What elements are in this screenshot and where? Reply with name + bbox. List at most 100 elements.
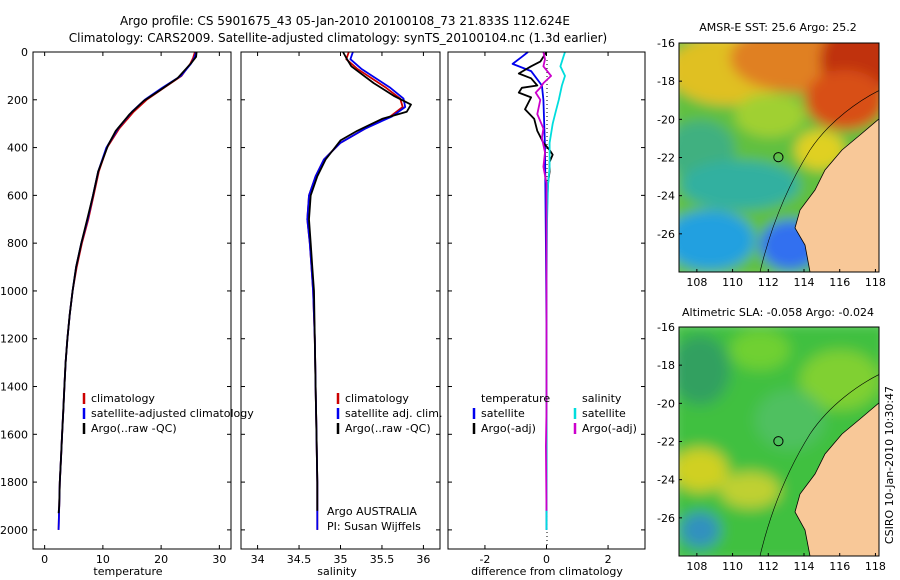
legend-label-temp-satellite: satellite <box>481 407 525 420</box>
legend-label-temp-argo: Argo(-adj) <box>481 422 536 435</box>
sst-isobath <box>759 90 879 272</box>
sst-map-panel: AMSR-E SST: 25.6 Argo: 25.2 108 110 112 114… <box>657 21 886 289</box>
x-tick-label: 35.5 <box>370 553 395 566</box>
difference-series <box>511 51 566 530</box>
map-x-tick-label: 116 <box>829 276 850 289</box>
salinity-ticks: 34 34.5 35 35.5 36 <box>241 51 440 566</box>
temperature-xlabel: temperature <box>93 565 162 578</box>
figure-title-line1: Argo profile: CS 5901675_43 05-Jan-2010 … <box>120 14 570 28</box>
y-tick-label: 800 <box>7 237 28 250</box>
y-tick-label: 2000 <box>0 524 28 537</box>
sst-field <box>679 43 879 272</box>
x-tick-label: 36 <box>416 553 430 566</box>
x-tick-label: 0 <box>543 553 550 566</box>
sst-map-title: AMSR-E SST: 25.6 Argo: 25.2 <box>699 21 857 34</box>
x-tick-label: -2 <box>479 553 490 566</box>
x-tick-label: 34 <box>251 553 265 566</box>
y-tick-label: 600 <box>7 189 28 202</box>
sla-ticks: 108 110 112 114 116 118 -16 -18 -20 -22 -24 -26 <box>657 321 886 573</box>
series-line-salinity-satellite <box>545 51 566 530</box>
difference-panel: -2 0 2 difference from climatology tempera… <box>447 51 646 578</box>
map-y-tick-label: -16 <box>657 321 675 334</box>
map-x-tick-label: 110 <box>722 276 743 289</box>
series-line-climatology <box>57 51 196 530</box>
x-tick-label: 2 <box>605 553 612 566</box>
temperature-legend: climatology satellite-adjusted climatolo… <box>82 392 254 435</box>
map-x-tick-label: 114 <box>794 560 815 573</box>
series-line-temperature-argo-adj- <box>517 51 554 511</box>
series-line-satellite-adj-clim- <box>306 51 407 530</box>
map-y-tick-label: -20 <box>657 113 675 126</box>
legend-label-argo: Argo(..raw -QC) <box>91 422 177 435</box>
salinity-panel: 34 34.5 35 35.5 36 salinity climatology sate… <box>240 51 442 578</box>
y-tick-label: 1200 <box>0 333 28 346</box>
figure-title-line2: Climatology: CARS2009. Satellite-adjuste… <box>69 31 607 45</box>
map-y-tick-label: -22 <box>657 436 675 449</box>
map-y-tick-label: -18 <box>657 75 675 88</box>
difference-legend: temperature satellite Argo(-adj) salinit… <box>472 392 637 435</box>
series-line-argo-raw-qc- <box>57 51 198 514</box>
x-tick-label: 35 <box>334 553 348 566</box>
temperature-series <box>57 51 198 530</box>
salinity-axes-frame <box>240 51 441 550</box>
map-x-tick-label: 110 <box>722 560 743 573</box>
sla-isobath <box>759 374 879 556</box>
temperature-axes-frame <box>32 51 232 550</box>
map-y-tick-label: -26 <box>657 512 675 525</box>
legend-label-satellite: satellite-adjusted climatology <box>91 407 254 420</box>
y-tick-label: 1000 <box>0 285 28 298</box>
y-tick-label: 1400 <box>0 381 28 394</box>
sla-map-panel: Altimetric SLA: -0.058 Argo: -0.024 108 1… <box>657 306 886 573</box>
map-x-tick-label: 108 <box>686 560 707 573</box>
map-x-tick-label: 112 <box>758 560 779 573</box>
series-line-salinity-argo-adj- <box>534 51 552 511</box>
sla-land-mass <box>794 402 879 556</box>
map-x-tick-label: 116 <box>829 560 850 573</box>
map-y-tick-label: -22 <box>657 152 675 165</box>
legend-label-argo: Argo(..raw -QC) <box>345 422 431 435</box>
timestamp-side-label: CSIRO 10-Jan-2010 10:30:47 <box>883 386 896 544</box>
legend-label-climatology: climatology <box>345 392 409 405</box>
y-tick-label: 400 <box>7 142 28 155</box>
legend-title-salinity: salinity <box>582 392 622 405</box>
sla-map-title: Altimetric SLA: -0.058 Argo: -0.024 <box>682 306 874 319</box>
series-line-argo-raw-qc- <box>308 51 412 511</box>
x-tick-label: 0 <box>41 553 48 566</box>
map-y-tick-label: -26 <box>657 228 675 241</box>
y-tick-label: 200 <box>7 94 28 107</box>
map-y-tick-label: -24 <box>657 474 675 487</box>
salinity-legend: climatology satellite adj. clim. Argo(..… <box>336 392 442 435</box>
map-y-tick-label: -20 <box>657 397 675 410</box>
float-owner-annotation: Argo AUSTRALIA <box>327 505 417 518</box>
y-tick-label: 1800 <box>0 476 28 489</box>
map-x-tick-label: 118 <box>865 276 886 289</box>
difference-xlabel: difference from climatology <box>471 565 623 578</box>
temperature-panel: 0 10 20 30 0 200 400 600 800 1000 1200 1400 1600 1800… <box>0 46 254 578</box>
map-y-tick-label: -16 <box>657 37 675 50</box>
pi-annotation: PI: Susan Wijffels <box>327 520 421 533</box>
map-x-tick-label: 118 <box>865 560 886 573</box>
salinity-series <box>306 51 412 530</box>
x-tick-label: 34.5 <box>287 553 312 566</box>
series-line-satellite-adjusted-climatology <box>57 51 197 530</box>
series-line-climatology <box>306 51 404 530</box>
legend-label-sal-satellite: satellite <box>582 407 626 420</box>
map-x-tick-label: 108 <box>686 276 707 289</box>
sst-argo-marker <box>773 152 784 163</box>
y-tick-label: 1600 <box>0 428 28 441</box>
sst-ticks: 108 110 112 114 116 118 -16 -18 -20 -22 -24 -26 <box>657 37 886 289</box>
sst-land-mass <box>794 118 879 272</box>
y-tick-label: 0 <box>21 46 28 59</box>
x-tick-label: 10 <box>96 553 110 566</box>
salinity-xlabel: salinity <box>317 565 357 578</box>
legend-label-climatology: climatology <box>91 392 155 405</box>
sla-field <box>679 327 879 556</box>
legend-title-temperature: temperature <box>481 392 550 405</box>
difference-ticks: -2 0 2 <box>448 51 645 566</box>
legend-label-satellite: satellite adj. clim. <box>345 407 442 420</box>
map-y-tick-label: -18 <box>657 359 675 372</box>
sla-argo-marker <box>773 436 784 447</box>
x-tick-label: 20 <box>154 553 168 566</box>
map-y-tick-label: -24 <box>657 190 675 203</box>
map-x-tick-label: 112 <box>758 276 779 289</box>
